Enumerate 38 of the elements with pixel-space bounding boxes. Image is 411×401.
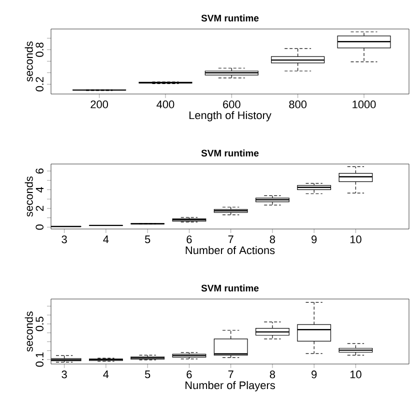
x-tick-label: 7 <box>228 370 234 378</box>
x-tick-label: 6 <box>186 236 192 244</box>
y-axis-title: seconds <box>24 312 33 352</box>
x-tick-label: 7 <box>228 236 234 244</box>
y-tick-label: 0.2 <box>36 77 44 92</box>
x-tick-label: 4 <box>103 370 109 378</box>
x-tick-label: 1000 <box>352 100 376 108</box>
y-tick-label: 0 <box>36 224 44 230</box>
y-tick-label: 4 <box>36 187 44 193</box>
x-axis-title: Length of History <box>189 111 272 122</box>
y-tick-label: 0.1 <box>36 352 44 367</box>
x-tick-label: 9 <box>312 236 317 244</box>
chart-title: SVM runtime <box>201 150 259 157</box>
x-tick-label: 800 <box>289 100 307 108</box>
x-tick-label: 3 <box>62 236 67 244</box>
y-tick-label: 0.5 <box>36 316 44 332</box>
x-tick-label: 600 <box>223 100 240 108</box>
chart-title: SVM runtime <box>201 14 259 22</box>
x-tick-label: 10 <box>350 370 362 378</box>
x-tick-label: 10 <box>350 236 362 244</box>
x-axis-title: Number of Players <box>186 381 275 392</box>
y-axis-title: seconds <box>24 176 33 217</box>
x-tick-label: 3 <box>62 370 67 378</box>
y-tick-label: 0.8 <box>36 42 44 57</box>
x-tick-label: 8 <box>270 370 276 378</box>
x-tick-label: 200 <box>90 100 108 108</box>
x-tick-label: 6 <box>186 370 192 378</box>
x-tick-label: 5 <box>144 370 150 378</box>
chart-title: SVM runtime <box>201 284 259 292</box>
x-tick-label: 400 <box>156 100 174 108</box>
x-tick-label: 9 <box>312 370 317 378</box>
x-tick-label: 4 <box>103 236 109 244</box>
y-tick-label: 6 <box>36 168 44 174</box>
y-axis-title: seconds <box>24 41 33 82</box>
x-tick-label: 8 <box>270 236 276 244</box>
x-axis-title: Number of Actions <box>186 246 275 254</box>
x-tick-label: 5 <box>144 236 150 244</box>
y-tick-label: 2 <box>36 206 44 211</box>
